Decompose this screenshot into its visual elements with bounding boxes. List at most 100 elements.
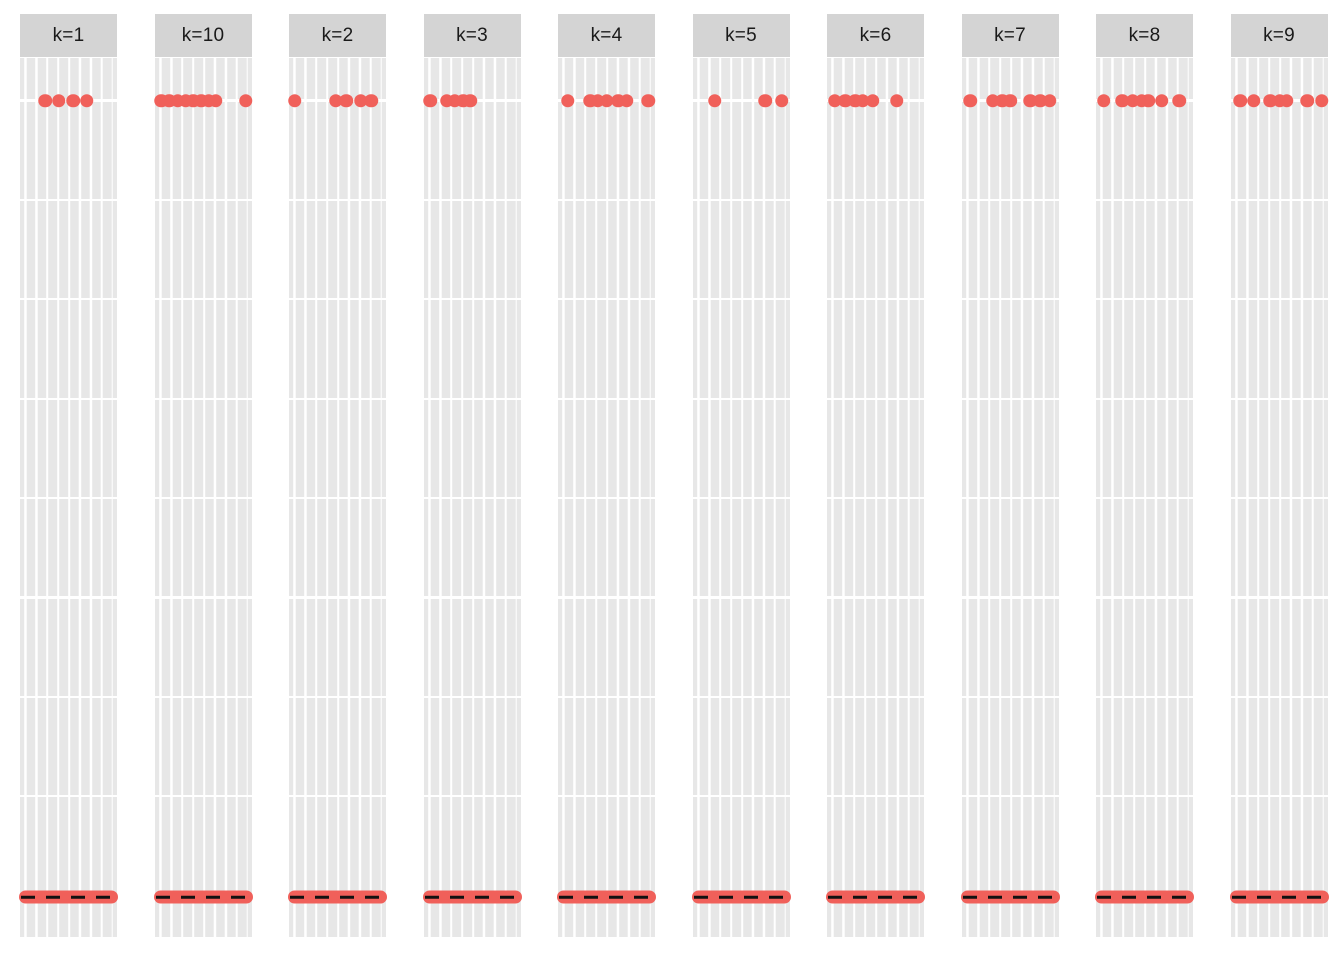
data-point (1300, 93, 1314, 108)
facet-strip: k=3 (423, 14, 521, 57)
h-gridline (558, 596, 655, 599)
h-gridline (961, 695, 1059, 699)
h-gridline (154, 596, 252, 599)
dashed-center-line (693, 895, 789, 899)
facet-strip-label: k=6 (859, 24, 892, 46)
h-gridline (692, 795, 790, 798)
h-gridline (289, 496, 386, 500)
h-gridline (558, 397, 655, 400)
data-point (364, 93, 379, 108)
h-gridline (423, 596, 521, 599)
facet-panel (19, 58, 118, 937)
h-gridline (1096, 596, 1193, 599)
facet-k-2: k=2 (288, 14, 387, 937)
dashed-center-line (21, 895, 116, 899)
h-gridline (558, 198, 655, 202)
facet-strip: k=1 (20, 14, 117, 57)
h-gridline (961, 795, 1059, 798)
h-gridline (289, 795, 386, 798)
summary-band (153, 890, 253, 904)
data-point (339, 93, 353, 108)
h-gridline (1230, 795, 1328, 798)
h-gridline (692, 99, 790, 102)
h-gridline (289, 198, 386, 202)
h-gridline (20, 298, 117, 301)
data-point (1172, 93, 1187, 108)
data-point (463, 93, 477, 108)
h-gridline (423, 496, 521, 500)
facet-strip-label: k=5 (725, 24, 757, 46)
facet-panel (153, 58, 253, 937)
h-gridline (961, 496, 1059, 500)
data-point (423, 93, 438, 108)
facet-strip: k=10 (154, 14, 252, 57)
h-gridline (827, 695, 924, 699)
data-point (238, 93, 253, 108)
facet-k-4: k=4 (557, 14, 656, 937)
h-gridline (423, 298, 521, 301)
facet-strip: k=8 (1096, 14, 1193, 57)
data-point (208, 93, 223, 108)
dashed-center-line (559, 895, 654, 899)
data-point (38, 93, 52, 108)
data-point (641, 93, 655, 108)
h-gridline (961, 397, 1059, 400)
h-gridline (692, 298, 790, 301)
h-gridline (961, 198, 1059, 202)
h-gridline (154, 198, 252, 202)
summary-band (960, 890, 1060, 904)
h-gridline (1096, 198, 1193, 202)
summary-band (19, 890, 118, 904)
h-gridline (154, 397, 252, 400)
h-gridline (289, 397, 386, 400)
data-point (328, 93, 343, 108)
facet-panel (691, 58, 791, 937)
facet-k-5: k=5 (691, 14, 791, 937)
facet-strip-label: k=3 (456, 24, 488, 46)
facet-strip-label: k=7 (994, 24, 1026, 46)
data-point (52, 93, 66, 108)
facet-panel (1095, 58, 1194, 937)
h-gridline (827, 795, 924, 798)
h-gridline (20, 795, 117, 798)
h-gridline (20, 496, 117, 500)
data-point (963, 93, 977, 108)
h-gridline (20, 695, 117, 699)
data-point (865, 93, 880, 108)
facet-strip-label: k=1 (52, 24, 85, 46)
h-gridline (154, 795, 252, 798)
h-gridline (827, 496, 924, 500)
h-gridline (558, 695, 655, 699)
h-gridline (1230, 496, 1328, 500)
h-gridline (289, 298, 386, 301)
summary-band (1095, 890, 1194, 904)
data-point (80, 93, 94, 108)
h-gridline (1230, 397, 1328, 400)
facet-strip-label: k=8 (1128, 24, 1161, 46)
facet-strip: k=4 (558, 14, 655, 57)
h-gridline (154, 298, 252, 301)
summary-band (557, 890, 656, 904)
summary-band (422, 890, 522, 904)
summary-band (691, 890, 791, 904)
facet-strip-label: k=10 (181, 24, 225, 46)
h-gridline (289, 596, 386, 599)
h-gridline (558, 795, 655, 798)
facet-panel (960, 58, 1060, 937)
h-gridline (1230, 695, 1328, 699)
h-gridline (961, 596, 1059, 599)
h-gridline (154, 496, 252, 500)
dashed-center-line (1231, 895, 1327, 899)
h-gridline (1096, 397, 1193, 400)
h-gridline (1230, 298, 1328, 301)
h-gridline (1230, 596, 1328, 599)
facet-panel (1229, 58, 1329, 937)
facet-k-7: k=7 (960, 14, 1060, 937)
h-gridline (289, 695, 386, 699)
h-gridline (692, 198, 790, 202)
dashed-center-line (828, 895, 923, 899)
h-gridline (692, 596, 790, 599)
h-gridline (1230, 198, 1328, 202)
h-gridline (692, 496, 790, 500)
